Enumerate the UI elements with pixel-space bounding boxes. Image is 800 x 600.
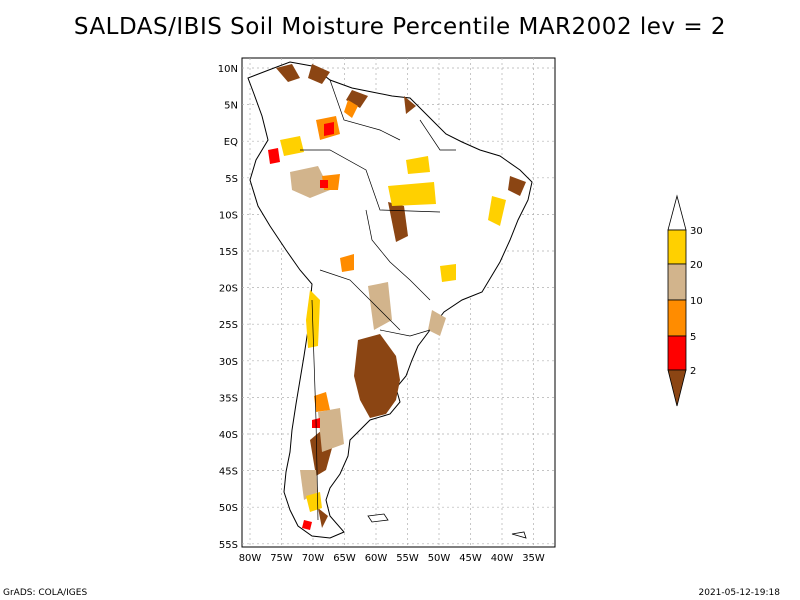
lon-tick-label: 60W [365,553,388,564]
legend-label: 5 [690,332,696,343]
lon-tick-label: 50W [428,553,451,564]
lon-tick-label: 70W [302,553,325,564]
lat-tick-label: 20S [219,284,238,295]
lon-tick-label: 40W [491,553,514,564]
map-title: SALDAS/IBIS Soil Moisture Percentile MAR… [73,14,727,40]
lon-tick-label: 75W [270,553,293,564]
lat-tick-label: EQ [224,137,238,148]
legend-arrow-top [667,194,687,231]
footer-timestamp: 2021-05-12-19:18 [698,588,781,598]
lat-tick-label: 15S [219,247,238,258]
legend-swatch-5to10 [667,299,687,337]
lat-tick-label: 50S [219,503,238,514]
legend-label: 30 [690,226,703,237]
legend-label: 10 [690,296,703,307]
lat-tick-label: 5S [225,174,238,185]
lat-tick-label: 45S [219,467,238,478]
lat-tick-label: 35S [219,393,238,404]
legend-swatch-2to5 [667,335,687,371]
lat-tick-label: 55S [219,540,238,551]
legend-swatch-10to20 [667,263,687,301]
lat-tick-label: 5N [224,101,238,112]
continent-south-america [247,61,533,539]
footer-credit: GrADS: COLA/IGES [3,588,88,598]
lon-tick-label: 80W [239,553,262,564]
legend-label: 2 [690,366,696,377]
colorbar-legend [667,194,687,407]
legend-swatch-20to30 [667,229,687,265]
lon-tick-label: 35W [522,553,545,564]
lat-tick-label: 40S [219,430,238,441]
lon-tick-label: 65W [333,553,356,564]
lat-tick-label: 10N [218,64,238,75]
lat-tick-label: 30S [219,357,238,368]
lat-tick-label: 10S [219,210,238,221]
lon-tick-label: 55W [396,553,419,564]
legend-arrow-bottom [667,369,687,407]
lat-tick-label: 25S [219,320,238,331]
lon-tick-label: 45W [459,553,482,564]
legend-label: 20 [690,260,703,271]
